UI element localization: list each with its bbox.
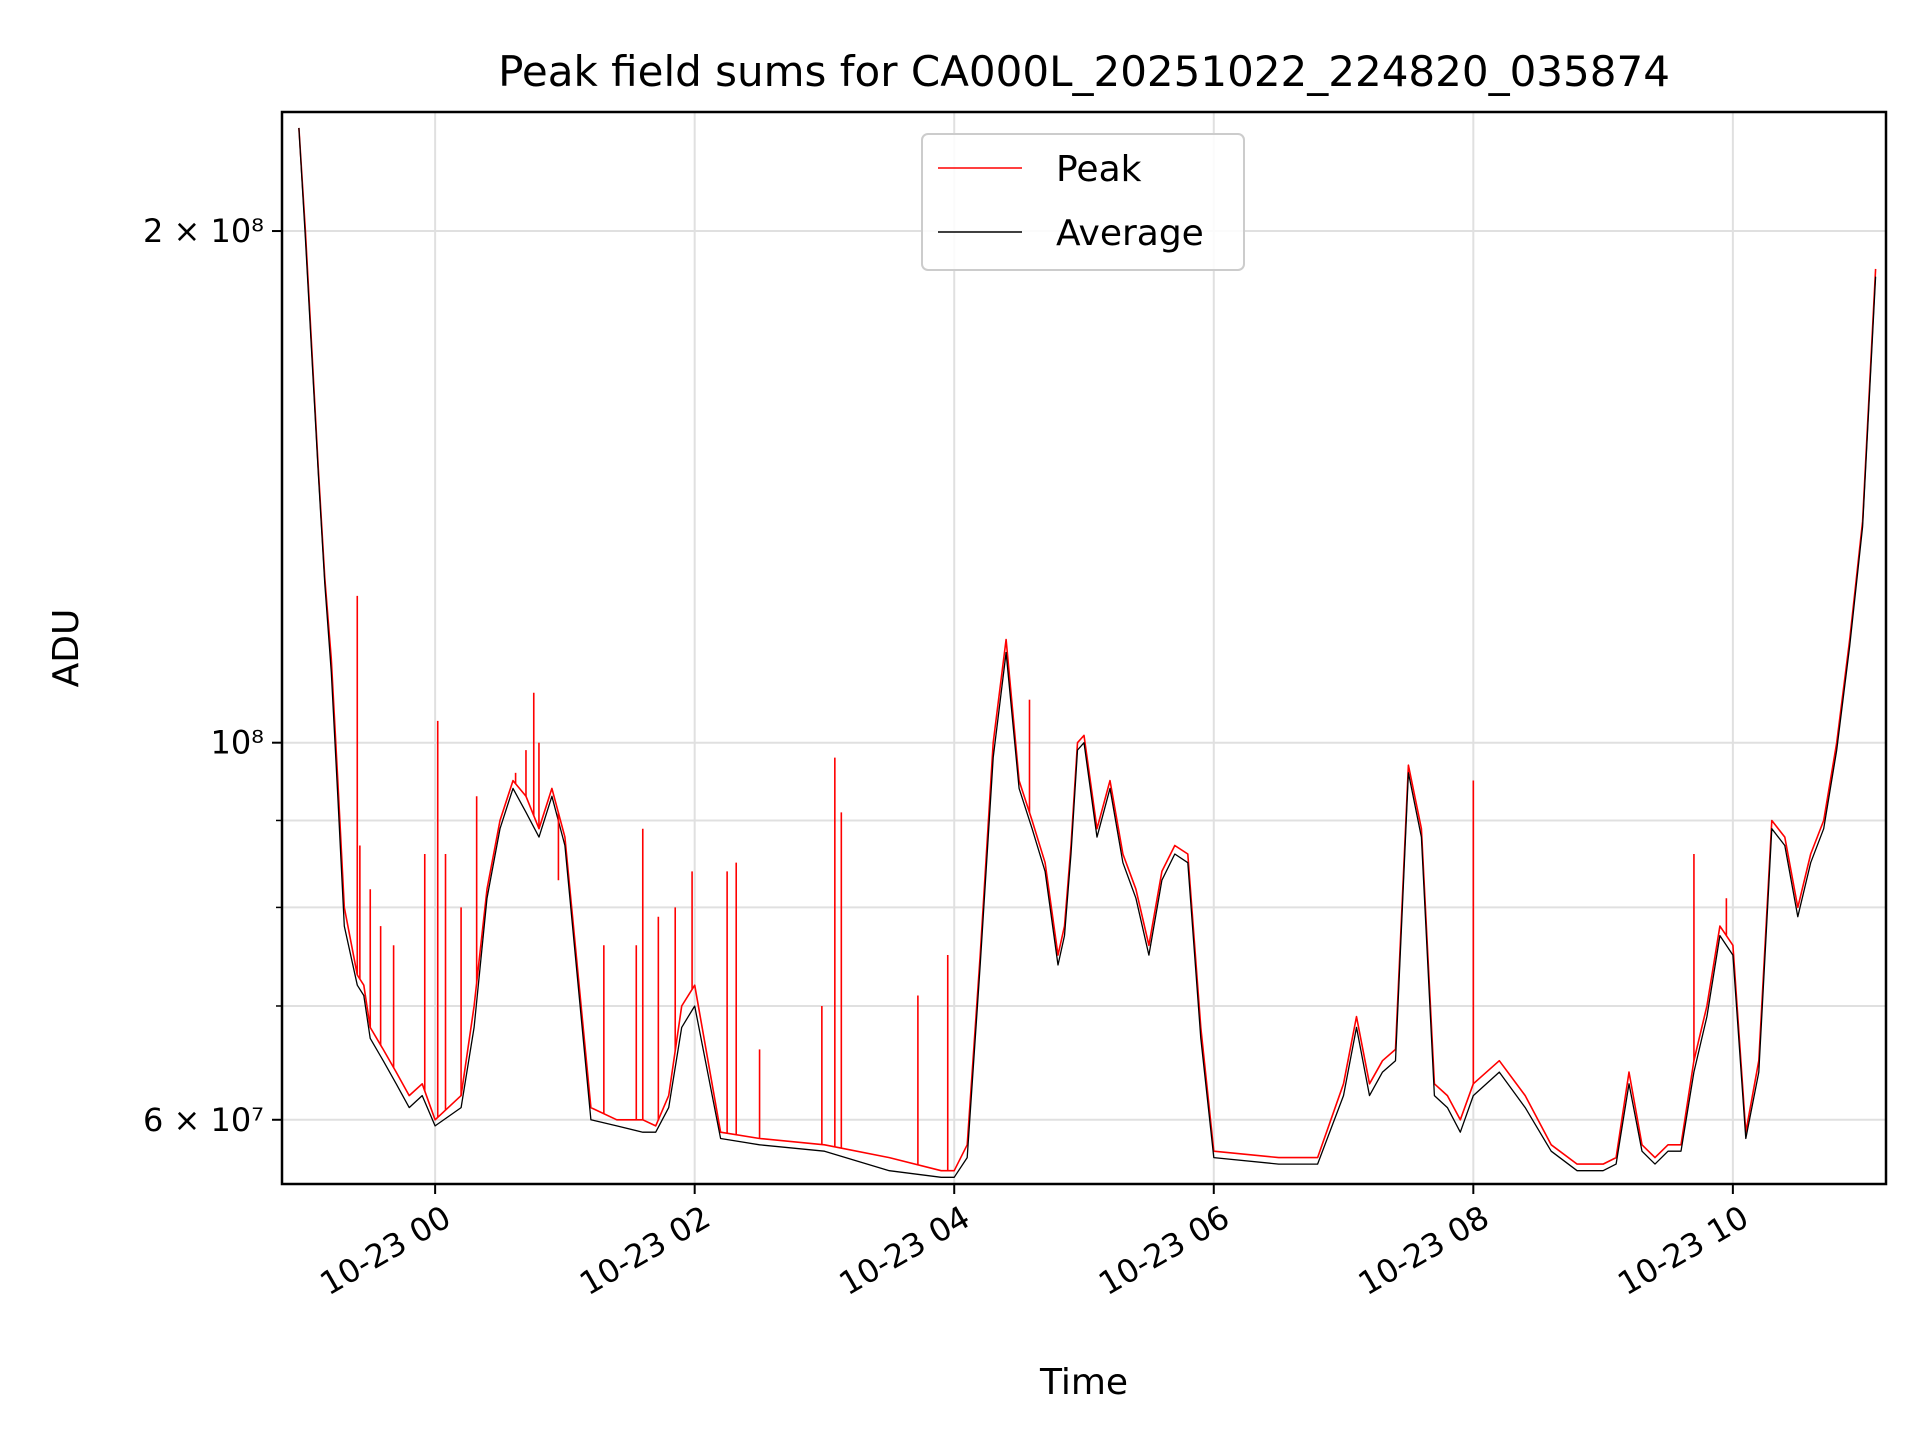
plot-frame (280, 110, 1888, 1186)
average-series-line (298, 127, 1877, 1178)
data-layer (298, 127, 1877, 1178)
x-axis-label: Time (1039, 1362, 1128, 1403)
peak-series-line (298, 127, 1877, 1172)
legend-label-peak: Peak (1056, 149, 1142, 190)
y-tick-label: 10⁸ (210, 724, 264, 762)
chart-title: Peak field sums for CA000L_20251022_2248… (498, 47, 1670, 96)
legend: Peak Average (921, 133, 1245, 271)
y-tick-label: 2 × 10⁸ (143, 212, 264, 250)
y-tick-label: 6 × 10⁷ (143, 1101, 264, 1139)
y-axis-label: ADU (46, 609, 87, 688)
grid-layer (282, 112, 1886, 1184)
legend-label-average: Average (1056, 213, 1204, 254)
